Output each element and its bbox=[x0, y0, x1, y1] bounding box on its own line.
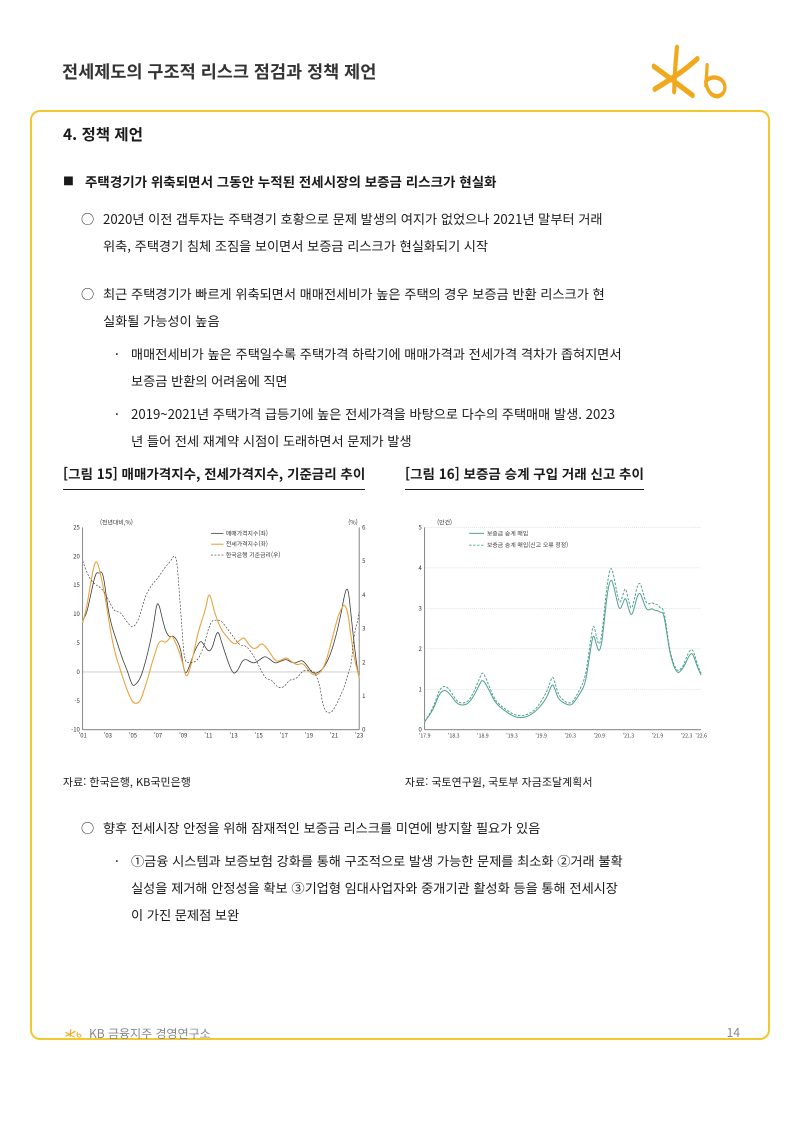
svg-text:보증금 승계 매입(신고 오류 정정): 보증금 승계 매입(신고 오류 정정) bbox=[487, 540, 568, 549]
svg-text:'19: '19 bbox=[305, 731, 313, 740]
svg-text:'03: '03 bbox=[104, 731, 112, 740]
svg-text:20: 20 bbox=[73, 551, 80, 560]
svg-text:'18.9: '18.9 bbox=[477, 733, 489, 740]
svg-text:'21.9: '21.9 bbox=[652, 733, 664, 740]
svg-text:'07: '07 bbox=[154, 731, 162, 740]
svg-text:'13: '13 bbox=[229, 731, 237, 740]
svg-text:'15: '15 bbox=[255, 731, 263, 740]
svg-text:5: 5 bbox=[362, 556, 365, 565]
svg-text:'09: '09 bbox=[179, 731, 187, 740]
svg-text:1: 1 bbox=[362, 691, 365, 700]
svg-text:'17.9: '17.9 bbox=[419, 733, 431, 740]
svg-text:4: 4 bbox=[418, 563, 422, 572]
svg-text:'18.3: '18.3 bbox=[448, 733, 460, 740]
svg-text:보증금 승계 매입: 보증금 승계 매입 bbox=[487, 528, 528, 537]
svg-text:'23: '23 bbox=[355, 731, 363, 740]
svg-text:'21.3: '21.3 bbox=[623, 733, 635, 740]
svg-text:'01: '01 bbox=[79, 731, 87, 740]
svg-text:15: 15 bbox=[73, 580, 80, 589]
svg-text:'21: '21 bbox=[330, 731, 338, 740]
svg-text:'11: '11 bbox=[204, 731, 212, 740]
svg-text:'22.3: '22.3 bbox=[681, 733, 693, 740]
svg-text:-5: -5 bbox=[74, 696, 79, 705]
svg-text:매매가격지수(좌): 매매가격지수(좌) bbox=[226, 528, 268, 537]
svg-text:2: 2 bbox=[362, 657, 365, 666]
svg-text:전세가격지수(좌): 전세가격지수(좌) bbox=[226, 539, 268, 548]
svg-text:한국은행 기준금리(우): 한국은행 기준금리(우) bbox=[226, 550, 281, 559]
svg-text:'20.3: '20.3 bbox=[564, 733, 576, 740]
svg-text:(만건): (만건) bbox=[437, 517, 452, 526]
svg-text:6: 6 bbox=[362, 522, 366, 531]
svg-text:10: 10 bbox=[73, 609, 80, 618]
svg-text:(전년대비,%): (전년대비,%) bbox=[100, 517, 133, 526]
svg-text:'17: '17 bbox=[280, 731, 288, 740]
svg-text:3: 3 bbox=[418, 603, 421, 612]
svg-text:4: 4 bbox=[362, 590, 366, 599]
svg-text:1: 1 bbox=[418, 684, 421, 693]
svg-text:0: 0 bbox=[76, 667, 79, 676]
svg-text:5: 5 bbox=[418, 522, 421, 531]
svg-text:'19.3: '19.3 bbox=[506, 733, 518, 740]
svg-text:3: 3 bbox=[362, 624, 365, 633]
svg-text:(%): (%) bbox=[348, 517, 357, 526]
svg-text:25: 25 bbox=[73, 522, 80, 531]
svg-text:'05: '05 bbox=[129, 731, 137, 740]
svg-text:5: 5 bbox=[76, 638, 79, 647]
svg-text:'22.6: '22.6 bbox=[695, 733, 707, 740]
svg-text:'20.9: '20.9 bbox=[594, 733, 606, 740]
svg-text:'19.9: '19.9 bbox=[535, 733, 547, 740]
svg-text:2: 2 bbox=[418, 644, 421, 653]
